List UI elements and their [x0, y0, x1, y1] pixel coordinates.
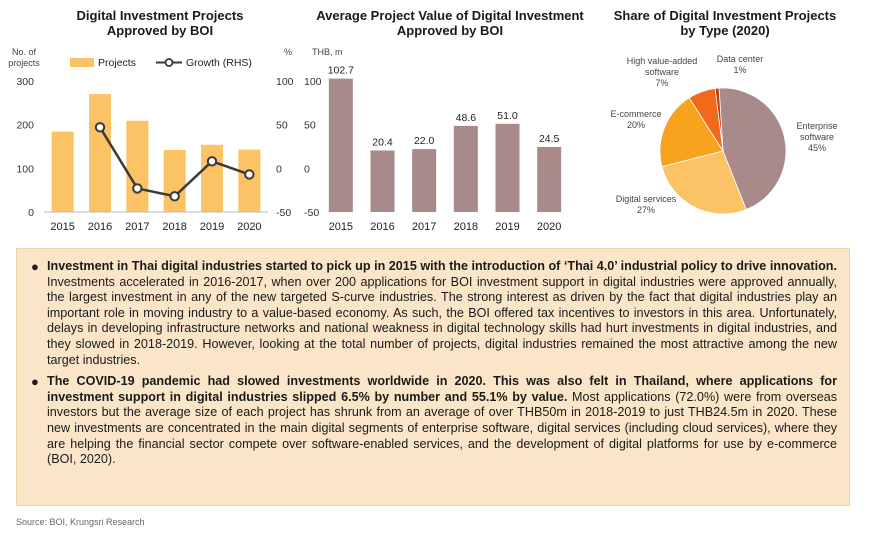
growth-point	[94, 122, 106, 133]
x-tick-label: 2016	[370, 221, 394, 233]
left-tick-label: 200	[16, 120, 34, 132]
source-note: Source: BOI, Krungsri Research	[16, 517, 145, 527]
bullet-1: ● Investment in Thai digital industries …	[29, 259, 837, 368]
left-axis-unit-line2: projects	[8, 58, 40, 68]
x-tick-label: 2018	[454, 221, 478, 233]
legend-projects-label: Projects	[98, 57, 136, 69]
growth-point	[132, 183, 143, 194]
value-bar	[328, 78, 353, 212]
value-bar-label: 22.0	[414, 135, 435, 147]
value-bar-label: 48.6	[456, 112, 477, 124]
legend-projects-swatch	[70, 58, 94, 67]
pie-label: 1%	[733, 65, 746, 75]
projects-bar	[51, 131, 74, 212]
x-tick-label: 2017	[412, 221, 436, 233]
projects-bar	[126, 120, 149, 212]
pie-slice	[661, 150, 747, 215]
legend-growth-marker	[164, 58, 174, 67]
share-title-line2: by Type (2020)	[680, 23, 770, 38]
projects-chart-title: Digital Investment Projects Approved by …	[30, 8, 290, 38]
pie-label: E-commerce	[610, 109, 661, 119]
x-tick-label: 2020	[537, 221, 561, 233]
pie-label: software	[800, 132, 834, 142]
pie-label: Data center	[717, 54, 764, 64]
value-bar-label: 102.7	[328, 65, 354, 77]
right-tick-label: -50	[276, 207, 291, 219]
value-bar	[412, 149, 437, 212]
bullet-2: ● The COVID-19 pandemic had slowed inves…	[29, 374, 837, 468]
value-bar-label: 20.4	[372, 137, 393, 149]
right-tick-label: 0	[276, 163, 282, 175]
right-axis-unit: %	[284, 47, 292, 57]
bullet-dot-icon: ●	[31, 374, 39, 390]
legend-growth-label: Growth (RHS)	[186, 57, 252, 69]
right-tick-label: 100	[276, 76, 294, 88]
pie-slice	[659, 97, 724, 168]
x-tick-label: 2019	[200, 221, 224, 233]
bullet-1-text: Investments accelerated in 2016-2017, wh…	[47, 274, 837, 367]
bullet-2-text: Most applications (72.0%) were from over…	[47, 389, 838, 467]
y-tick-label: -50	[304, 207, 319, 219]
pie-label: 45%	[808, 143, 826, 153]
value-axis-unit: THB, m	[312, 47, 343, 57]
pie-slice	[718, 87, 787, 211]
x-tick-label: 2017	[125, 221, 149, 233]
pie-label: High value-added	[627, 56, 698, 66]
x-tick-label: 2018	[162, 221, 186, 233]
y-tick-label: 0	[304, 163, 310, 175]
pie-label: 20%	[627, 120, 645, 130]
pie-label: 7%	[655, 78, 668, 88]
value-bar-label: 51.0	[497, 110, 518, 122]
projects-title-line1: Digital Investment Projects	[76, 8, 244, 23]
left-tick-label: 100	[16, 163, 34, 175]
projects-bar	[238, 149, 261, 212]
growth-point	[169, 191, 180, 202]
projects-bar	[201, 144, 223, 212]
value-bar	[537, 146, 562, 212]
left-tick-label: 300	[16, 76, 34, 88]
x-tick-label: 2020	[237, 221, 261, 233]
left-tick-label: 0	[28, 207, 34, 219]
bullet-dot-icon: ●	[31, 259, 39, 274]
projects-title-line2: Approved by BOI	[106, 23, 214, 38]
projects-bar	[163, 149, 186, 212]
pie-label: software	[645, 67, 679, 77]
commentary-box: ● Investment in Thai digital industries …	[16, 248, 850, 506]
pie-label: 27%	[637, 205, 655, 215]
value-bar	[370, 150, 395, 212]
x-tick-label: 2015	[50, 221, 74, 233]
value-chart: THB, m -50 0 50 100 102.7 20.4 22.0 48.6 51.0 24.5…	[304, 47, 562, 233]
pie-label: Enterprise	[796, 121, 837, 131]
x-tick-label: 2015	[329, 221, 353, 233]
projects-bar	[89, 94, 111, 212]
bullet-2-bold: The COVID-19 pandemic had slowed investm…	[47, 374, 837, 404]
pie-label: Digital services	[616, 194, 677, 204]
growth-point	[244, 169, 255, 180]
share-chart-title: Share of Digital Investment Projects by …	[600, 8, 850, 38]
value-bar-label: 24.5	[539, 133, 560, 145]
growth-point	[206, 156, 218, 167]
y-tick-label: 50	[304, 120, 316, 132]
x-tick-label: 2019	[495, 221, 519, 233]
right-tick-label: 50	[276, 120, 288, 132]
value-bar	[453, 125, 478, 212]
y-tick-label: 100	[304, 76, 322, 88]
value-title-line1: Average Project Value of Digital Investm…	[316, 8, 584, 23]
bullet-1-bold: Investment in Thai digital industries st…	[47, 259, 837, 273]
share-title-line1: Share of Digital Investment Projects	[613, 8, 837, 23]
left-axis-unit-line1: No. of	[12, 47, 37, 57]
value-title-line2: Approved by BOI	[396, 23, 504, 38]
value-bar	[495, 123, 520, 212]
x-tick-label: 2016	[88, 221, 112, 233]
value-chart-title: Average Project Value of Digital Investm…	[300, 8, 600, 38]
pie-slice	[714, 87, 724, 152]
